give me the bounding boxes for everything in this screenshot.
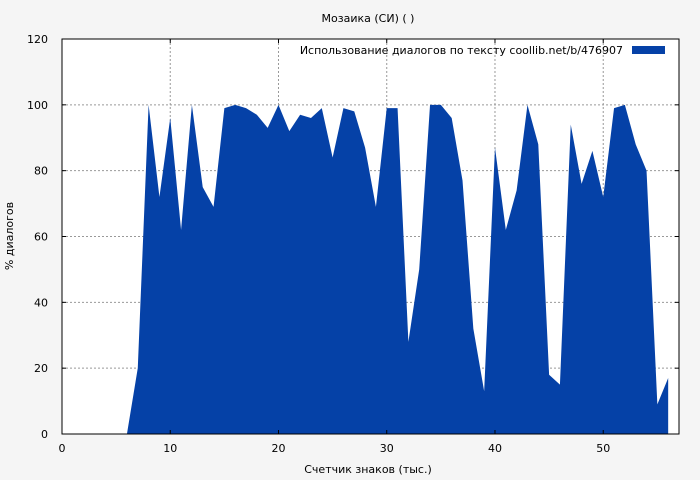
x-ticks: 0 10 20 30 40 50 — [59, 39, 610, 455]
series-area — [126, 104, 669, 434]
legend-label: Использование диалогов по тексту coollib… — [300, 44, 623, 57]
x-tick-label: 30 — [380, 442, 394, 455]
y-ticks: 0 20 40 60 80 100 120 — [27, 33, 679, 441]
y-tick-label: 120 — [27, 33, 48, 46]
x-tick-label: 20 — [271, 442, 285, 455]
chart-title: Мозаика (СИ) ( ) — [322, 12, 415, 25]
y-tick-label: 100 — [27, 99, 48, 112]
y-tick-label: 60 — [34, 231, 48, 244]
x-tick-label: 10 — [163, 442, 177, 455]
y-axis-label: % диалогов — [3, 202, 16, 270]
x-tick-label: 50 — [596, 442, 610, 455]
legend-swatch — [632, 46, 665, 54]
x-axis-label: Счетчик знаков (тыс.) — [304, 463, 432, 476]
x-tick-label: 0 — [59, 442, 66, 455]
y-tick-label: 80 — [34, 165, 48, 178]
y-tick-label: 0 — [41, 428, 48, 441]
y-tick-label: 20 — [34, 362, 48, 375]
y-tick-label: 40 — [34, 296, 48, 309]
x-tick-label: 40 — [488, 442, 502, 455]
